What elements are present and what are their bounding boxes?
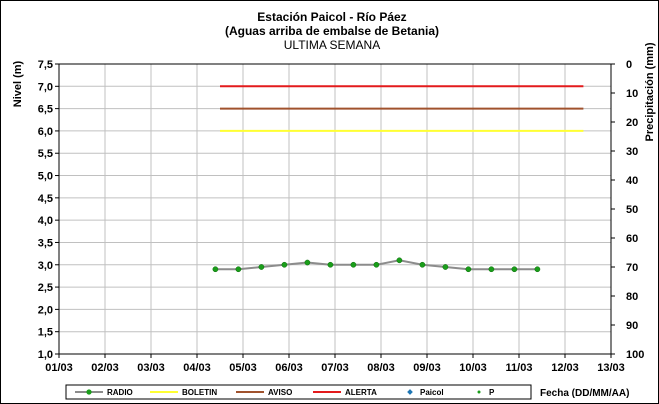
radio-point bbox=[281, 261, 288, 268]
y-left-tick-label: 3,5 bbox=[38, 237, 53, 249]
x-tick-label: 11/03 bbox=[506, 362, 533, 374]
radio-point bbox=[212, 266, 219, 273]
y-left-tick-label: 4,5 bbox=[38, 193, 53, 205]
x-tick-label: 05/03 bbox=[229, 362, 257, 374]
y-right-tick-label: 20 bbox=[626, 117, 638, 129]
x-tick-label: 03/03 bbox=[137, 362, 165, 374]
radio-point bbox=[350, 261, 357, 268]
legend-swatch-p bbox=[477, 390, 481, 394]
x-tick-label: 13/03 bbox=[597, 362, 625, 374]
legend-box bbox=[65, 384, 532, 400]
y-left-tick-label: 2,0 bbox=[38, 304, 53, 316]
y-left-tick-label: 1,0 bbox=[38, 349, 53, 361]
y-left-tick-label: 7,0 bbox=[38, 81, 53, 93]
x-tick-label: 01/03 bbox=[45, 362, 73, 374]
x-tick-label: 10/03 bbox=[459, 362, 487, 374]
y-left-tick-label: 7,5 bbox=[38, 59, 53, 71]
chart-subtitle: ULTIMA SEMANA bbox=[284, 38, 380, 52]
y-axis-left-label: Nivel (m) bbox=[12, 60, 24, 107]
y-left-tick-label: 3,0 bbox=[38, 260, 53, 272]
legend-label-alerta: ALERTA bbox=[345, 388, 377, 397]
radio-point bbox=[465, 266, 472, 273]
plot-border bbox=[58, 63, 612, 355]
y-right-tick-label: 100 bbox=[626, 349, 644, 361]
radio-point bbox=[235, 266, 242, 273]
y-left-tick-label: 5,5 bbox=[38, 148, 53, 160]
legend: RADIO BOLETIN AVISO ALERTA Paicol P bbox=[65, 384, 532, 400]
legend-swatch-paicol bbox=[407, 389, 413, 395]
radio-point bbox=[258, 264, 265, 270]
legend-label-radio: RADIO bbox=[107, 388, 133, 397]
y-right-tick-label: 60 bbox=[626, 233, 638, 245]
y-right-tick-label: 90 bbox=[626, 320, 638, 332]
y-right-tick-label: 40 bbox=[626, 175, 638, 187]
radio-point bbox=[327, 261, 334, 268]
x-tick-label: 08/03 bbox=[367, 362, 395, 374]
legend-label-boletin: BOLETIN bbox=[182, 388, 217, 397]
radio-point bbox=[373, 261, 380, 268]
y-left-tick-label: 4,0 bbox=[38, 215, 53, 227]
x-tick-label: 09/03 bbox=[413, 362, 441, 374]
y-left-tick-label: 6,5 bbox=[38, 104, 53, 116]
y-axis-right-label: Precipitación (mm) bbox=[644, 42, 656, 141]
y-left-tick-label: 2,5 bbox=[38, 282, 53, 294]
radio-point bbox=[304, 259, 311, 266]
y-right-tick-label: 0 bbox=[626, 59, 632, 71]
x-tick-label: 02/03 bbox=[91, 362, 119, 374]
legend-label-aviso: AVISO bbox=[268, 388, 292, 397]
y-right-tick-label: 50 bbox=[626, 204, 638, 216]
chart-title-line2: (Aguas arriba de embalse de Betania) bbox=[225, 24, 439, 38]
x-tick-label: 12/03 bbox=[551, 362, 579, 374]
x-tick-label: 06/03 bbox=[275, 362, 303, 374]
x-tick-label: 04/03 bbox=[183, 362, 211, 374]
radio-point bbox=[488, 266, 495, 273]
legend-label-p: P bbox=[489, 388, 495, 397]
radio-point bbox=[442, 264, 449, 270]
chart-title-line1: Estación Paicol - Río Páez bbox=[257, 10, 406, 24]
y-left-tick-label: 5,0 bbox=[38, 171, 53, 183]
y-right-tick-label: 80 bbox=[626, 291, 638, 303]
radio-point bbox=[534, 266, 541, 273]
legend-marker-radio bbox=[86, 389, 92, 395]
radio-point bbox=[419, 261, 426, 268]
radio-point bbox=[511, 266, 518, 273]
y-left-tick-label: 1,5 bbox=[38, 327, 53, 339]
x-tick-label: 07/03 bbox=[321, 362, 349, 374]
plot-area: 01/03 02/03 03/03 04/03 05/03 06/03 07/03 08/03… bbox=[38, 59, 645, 374]
radio-point bbox=[396, 257, 403, 264]
y-right-tick-label: 10 bbox=[626, 88, 638, 100]
y-right-tick-label: 30 bbox=[626, 146, 638, 158]
y-right-tick-label: 70 bbox=[626, 262, 638, 274]
y-left-tick-label: 6,0 bbox=[38, 126, 53, 138]
x-axis-label: Fecha (DD/MM/AA) bbox=[540, 388, 629, 399]
legend-label-paicol: Paicol bbox=[420, 388, 444, 397]
